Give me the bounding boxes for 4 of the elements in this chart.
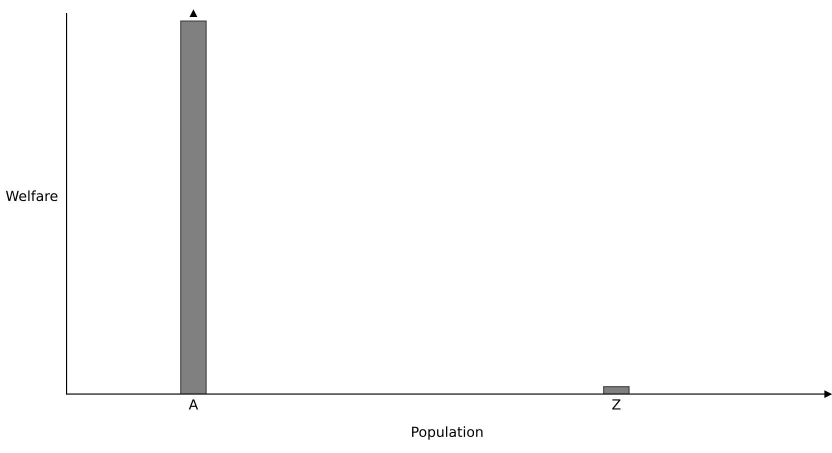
y-axis-title: Welfare	[6, 190, 58, 202]
x-tick-label: A	[188, 399, 198, 410]
x-tick-label: Z	[612, 399, 621, 410]
x-axis-title: Population	[412, 426, 482, 440]
